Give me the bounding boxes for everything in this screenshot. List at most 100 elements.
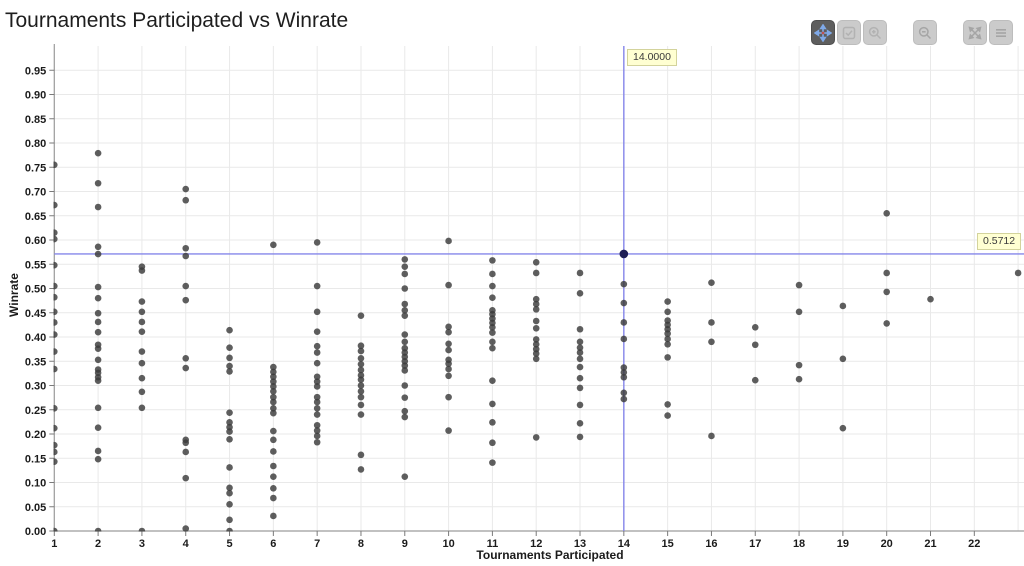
data-point[interactable] <box>751 376 759 384</box>
data-point[interactable] <box>620 280 628 288</box>
data-point[interactable] <box>883 320 890 327</box>
data-point[interactable] <box>401 263 409 270</box>
data-point[interactable] <box>401 407 409 415</box>
data-point[interactable] <box>226 436 233 443</box>
data-point[interactable] <box>94 294 102 302</box>
data-point[interactable] <box>357 451 365 459</box>
data-point[interactable] <box>270 368 277 376</box>
data-point[interactable] <box>795 308 803 316</box>
data-point[interactable] <box>357 376 365 383</box>
data-point[interactable] <box>182 448 190 456</box>
data-point[interactable] <box>226 489 233 497</box>
data-point[interactable] <box>313 239 321 246</box>
data-point[interactable] <box>576 433 584 441</box>
data-point[interactable] <box>226 464 233 471</box>
data-point[interactable] <box>51 331 58 338</box>
data-point[interactable] <box>445 340 452 348</box>
data-point[interactable] <box>313 349 321 356</box>
data-point[interactable] <box>51 229 58 237</box>
data-point[interactable] <box>489 257 496 264</box>
data-point[interactable] <box>138 527 146 535</box>
data-point[interactable] <box>357 347 365 355</box>
data-point[interactable] <box>51 293 58 301</box>
data-point[interactable] <box>138 328 146 335</box>
data-point[interactable] <box>532 336 540 343</box>
data-point[interactable] <box>795 361 803 369</box>
data-point[interactable] <box>138 348 146 355</box>
data-point[interactable] <box>708 279 715 286</box>
data-point[interactable] <box>664 340 671 348</box>
data-point[interactable] <box>51 458 58 465</box>
data-point[interactable] <box>313 404 321 412</box>
box-select-button[interactable] <box>837 20 861 45</box>
data-point[interactable] <box>182 296 190 304</box>
data-point[interactable] <box>532 317 540 325</box>
data-point[interactable] <box>489 459 496 466</box>
data-point[interactable] <box>489 419 496 426</box>
data-point[interactable] <box>313 398 321 406</box>
menu-button[interactable] <box>989 20 1013 45</box>
data-point[interactable] <box>445 393 452 401</box>
data-point[interactable] <box>94 377 102 384</box>
data-point[interactable] <box>357 355 365 362</box>
data-point[interactable] <box>620 373 628 381</box>
data-point[interactable] <box>401 367 409 374</box>
data-point[interactable] <box>51 404 58 412</box>
data-point[interactable] <box>664 298 671 305</box>
data-point[interactable] <box>182 355 190 362</box>
data-point[interactable] <box>445 323 452 331</box>
data-point[interactable] <box>357 312 365 319</box>
data-point[interactable] <box>94 345 102 352</box>
data-point[interactable] <box>357 466 365 473</box>
data-point[interactable] <box>401 307 409 314</box>
data-point[interactable] <box>839 302 847 310</box>
data-point[interactable] <box>182 244 190 252</box>
data-point[interactable] <box>751 324 759 331</box>
pan-button[interactable] <box>811 20 835 45</box>
data-point[interactable] <box>401 331 409 338</box>
data-point[interactable] <box>357 401 365 409</box>
data-point[interactable] <box>445 365 452 373</box>
data-point[interactable] <box>357 393 365 401</box>
data-point[interactable] <box>576 269 584 277</box>
data-point[interactable] <box>401 473 409 480</box>
data-point[interactable] <box>664 412 671 419</box>
data-point[interactable] <box>401 413 409 421</box>
data-point[interactable] <box>182 252 190 260</box>
data-point[interactable] <box>489 439 496 447</box>
data-point[interactable] <box>620 369 628 376</box>
data-point[interactable] <box>313 373 321 381</box>
data-point[interactable] <box>751 341 759 349</box>
data-point[interactable] <box>664 330 671 337</box>
data-point[interactable] <box>51 448 58 456</box>
data-point[interactable] <box>313 427 321 434</box>
data-point[interactable] <box>51 319 58 326</box>
data-point[interactable] <box>226 409 233 416</box>
data-point[interactable] <box>620 395 628 403</box>
data-point[interactable] <box>664 335 671 343</box>
data-point[interactable] <box>94 356 102 364</box>
data-point[interactable] <box>532 295 540 303</box>
data-point[interactable] <box>313 328 321 335</box>
data-point[interactable] <box>489 344 496 352</box>
data-point[interactable] <box>445 427 452 434</box>
fit-view-button[interactable] <box>963 20 987 45</box>
data-point[interactable] <box>1014 269 1022 277</box>
data-point[interactable] <box>445 281 452 289</box>
data-point[interactable] <box>94 179 102 187</box>
data-point[interactable] <box>401 300 409 308</box>
data-point[interactable] <box>883 288 890 296</box>
data-point[interactable] <box>94 318 102 326</box>
data-point[interactable] <box>883 210 890 217</box>
data-point[interactable] <box>576 338 584 346</box>
data-point[interactable] <box>51 308 58 316</box>
data-point[interactable] <box>313 383 321 390</box>
data-point[interactable] <box>313 308 321 316</box>
data-point[interactable] <box>401 362 409 369</box>
data-point[interactable] <box>401 338 409 346</box>
data-point[interactable] <box>576 384 584 392</box>
zoom-out-button[interactable] <box>913 20 937 45</box>
data-point[interactable] <box>576 325 584 333</box>
data-point[interactable] <box>51 282 58 290</box>
